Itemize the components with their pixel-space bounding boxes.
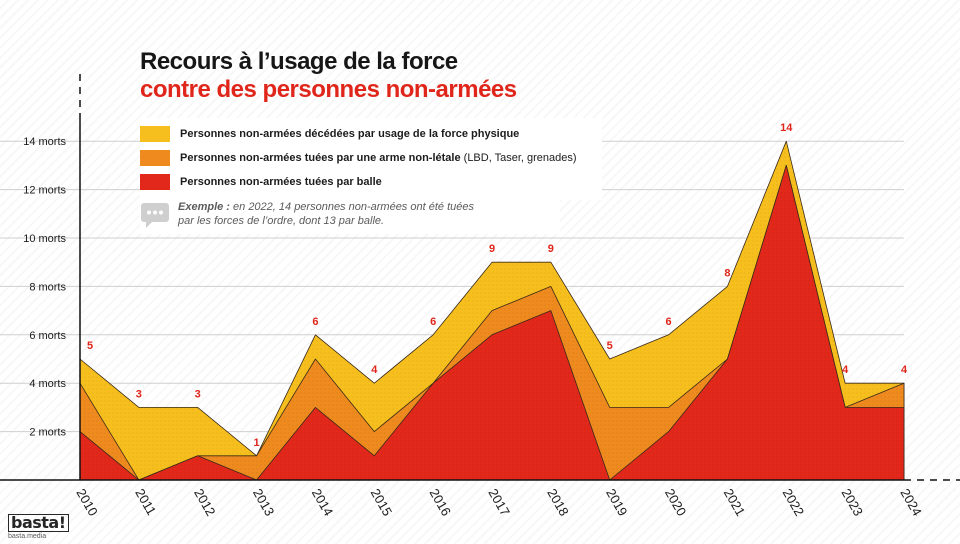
x-tick-label: 2022 xyxy=(780,486,807,519)
x-tick-label: 2018 xyxy=(544,486,571,519)
legend-item-physique: Personnes non-armées décédées par usage … xyxy=(140,122,602,146)
logo-url: basta.media xyxy=(8,533,47,540)
total-labels: 5 3 3 1 6 4 6 9 9 5 6 8 14 4 4 xyxy=(87,122,908,449)
legend-item-non-letale: Personnes non-armées tuées par une arme … xyxy=(140,146,602,170)
speech-bubble-icon xyxy=(141,203,169,228)
example-note-text: Exemple : en 2022, 14 personnes non-armé… xyxy=(178,201,474,227)
legend-item-balle: Personnes non-armées tuées par balle xyxy=(140,170,602,194)
x-tick-label: 2010 xyxy=(73,486,100,519)
total-label: 6 xyxy=(666,316,672,328)
total-label: 6 xyxy=(312,316,318,328)
x-tick-label: 2017 xyxy=(485,486,512,519)
total-label: 9 xyxy=(548,243,554,255)
stacked-areas xyxy=(79,140,905,481)
legend-label-physique: Personnes non-armées décédées par usage … xyxy=(180,128,520,140)
axes xyxy=(0,68,960,481)
legend-swatch-physique xyxy=(140,126,170,142)
x-tick-label: 2015 xyxy=(368,486,395,519)
basta-logo: basta! basta.media xyxy=(8,514,69,541)
total-label: 4 xyxy=(901,364,908,376)
total-label: 9 xyxy=(489,243,495,255)
title-line-1: Recours à l’usage de la force xyxy=(140,48,458,75)
total-label: 5 xyxy=(87,340,93,352)
area-balle-texture xyxy=(80,165,904,480)
legend-label-balle: Personnes non-armées tuées par balle xyxy=(180,176,382,188)
legend-label-non-letale: Personnes non-armées tuées par une arme … xyxy=(180,152,577,164)
title-line-2: contre des personnes non-armées xyxy=(140,76,517,103)
x-tick-labels: 2010 2011 2012 2013 2014 2015 2016 2017 2018 2019… xyxy=(73,486,924,519)
total-label: 4 xyxy=(842,364,849,376)
total-label: 1 xyxy=(254,437,260,449)
x-tick-label: 2024 xyxy=(897,486,924,519)
y-tick-label: 4 morts xyxy=(29,378,66,390)
total-label: 3 xyxy=(136,388,142,400)
x-tick-label: 2014 xyxy=(309,486,336,519)
y-tick-label: 14 morts xyxy=(23,136,66,148)
legend-swatch-balle xyxy=(140,174,170,190)
total-label: 14 xyxy=(780,122,793,134)
y-tick-label: 2 morts xyxy=(29,427,66,439)
x-tick-label: 2016 xyxy=(427,486,454,519)
total-label: 6 xyxy=(430,316,436,328)
chart-title: Recours à l’usage de la force contre des… xyxy=(140,48,517,104)
x-tick-label: 2020 xyxy=(662,486,689,519)
total-label: 3 xyxy=(195,388,201,400)
legend-swatch-non-letale xyxy=(140,150,170,166)
y-tick-label: 8 morts xyxy=(29,281,66,293)
x-tick-label: 2021 xyxy=(721,486,748,519)
y-tick-label: 6 morts xyxy=(29,330,66,342)
x-tick-label: 2013 xyxy=(250,486,277,519)
x-tick-label: 2011 xyxy=(132,486,159,518)
x-tick-label: 2019 xyxy=(603,486,630,519)
example-note: Exemple : en 2022, 14 personnes non-armé… xyxy=(140,200,560,234)
legend: Personnes non-armées décédées par usage … xyxy=(140,118,602,200)
y-tick-labels: 2 morts 4 morts 6 morts 8 morts 10 morts 12 m… xyxy=(23,136,66,438)
x-tick-label: 2012 xyxy=(191,486,218,519)
total-label: 4 xyxy=(371,364,378,376)
total-label: 8 xyxy=(724,267,730,279)
x-tick-label: 2023 xyxy=(839,486,866,519)
total-label: 5 xyxy=(607,340,613,352)
y-tick-label: 12 morts xyxy=(23,185,66,197)
logo-wordmark: basta! xyxy=(8,514,69,532)
y-tick-label: 10 morts xyxy=(23,233,66,245)
